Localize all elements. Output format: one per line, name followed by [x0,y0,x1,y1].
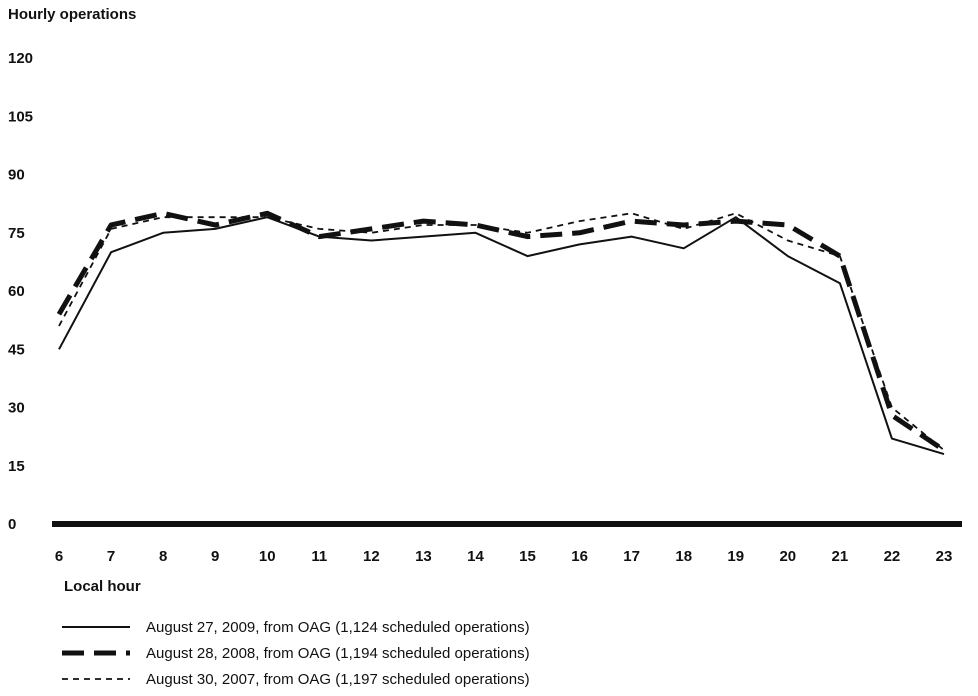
y-tick-labels: 0 15 30 45 60 75 90 105 120 [8,50,33,533]
x-tick-label: 16 [571,548,588,565]
x-tick-label: 12 [363,548,380,565]
x-axis-title: Local hour [64,578,141,595]
y-tick-label: 105 [8,108,33,125]
series-line-long-dash [56,210,946,453]
x-tick-label: 8 [159,548,167,565]
x-tick-label: 13 [415,548,432,565]
y-tick-label: 15 [8,458,25,475]
x-tick-label: 20 [779,548,796,565]
legend-label: August 30, 2007, from OAG (1,197 schedul… [146,670,530,688]
y-tick-label: 120 [8,50,33,67]
legend-label: August 27, 2009, from OAG (1,124 schedul… [146,618,530,636]
y-tick-label: 0 [8,516,16,533]
x-tick-labels: 6 7 8 9 10 11 12 13 14 15 16 17 18 19 20 21 22 23 [55,548,953,565]
y-tick-label: 90 [8,167,25,184]
y-axis-title: Hourly operations [8,6,137,23]
legend-item: August 27, 2009, from OAG (1,124 schedul… [62,614,530,640]
legend-item: August 30, 2007, from OAG (1,197 schedul… [62,666,530,692]
legend-swatch-short-dash [62,678,130,680]
x-tick-label: 18 [675,548,692,565]
x-tick-label: 17 [623,548,640,565]
x-tick-label: 19 [727,548,744,565]
series-line-short-dash [58,212,945,451]
series-line-solid [58,216,945,456]
legend: August 27, 2009, from OAG (1,124 schedul… [62,614,530,692]
y-tick-label: 45 [8,341,25,358]
x-tick-label: 23 [936,548,953,565]
x-tick-label: 6 [55,548,63,565]
x-tick-label: 7 [107,548,115,565]
x-tick-label: 22 [884,548,901,565]
x-tick-label: 21 [832,548,849,565]
x-tick-label: 11 [311,548,327,565]
legend-item: August 28, 2008, from OAG (1,194 schedul… [62,640,530,666]
x-tick-label: 10 [259,548,276,565]
legend-label: August 28, 2008, from OAG (1,194 schedul… [146,644,530,662]
legend-swatch-long-dash [62,650,130,656]
x-tick-label: 15 [519,548,536,565]
series-lines [56,210,946,456]
x-tick-label: 14 [467,548,484,565]
y-tick-label: 60 [8,283,25,300]
x-tick-label: 9 [211,548,219,565]
y-tick-label: 75 [8,225,25,242]
y-tick-label: 30 [8,400,25,417]
legend-swatch-solid [62,626,130,628]
